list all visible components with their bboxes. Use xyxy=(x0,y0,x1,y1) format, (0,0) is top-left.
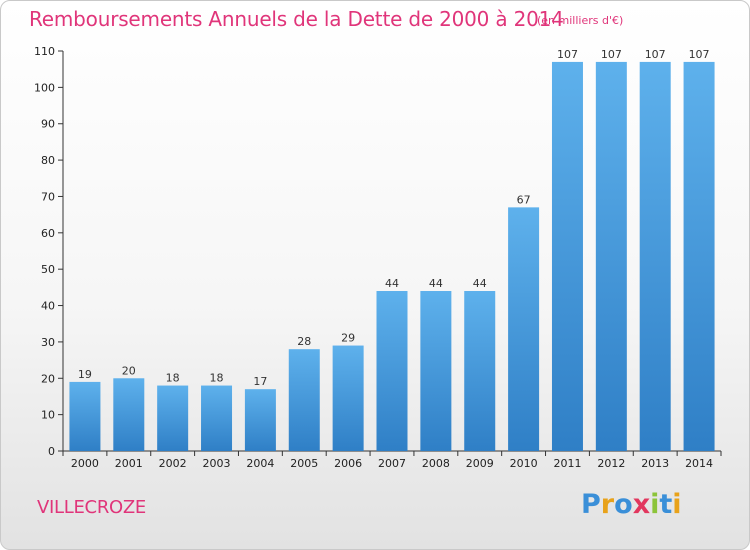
data-label-2006: 29 xyxy=(341,332,355,345)
bar-2002[interactable] xyxy=(157,385,189,451)
bar-2004[interactable] xyxy=(244,389,276,451)
data-label-2002: 18 xyxy=(166,372,180,385)
bar-2009[interactable] xyxy=(464,291,496,451)
x-tick-label: 2007 xyxy=(378,457,406,470)
bar-2007[interactable] xyxy=(376,291,408,451)
logo-letter: o xyxy=(614,489,633,520)
proxiti-logo[interactable]: Proxiti xyxy=(581,489,682,520)
logo-letter: t xyxy=(659,489,673,520)
y-tick-label: 60 xyxy=(41,227,55,240)
chart-unit-subtitle: (en milliers d'€) xyxy=(537,14,624,27)
x-tick-label: 2010 xyxy=(510,457,538,470)
data-label-2009: 44 xyxy=(473,277,487,290)
y-tick-label: 110 xyxy=(34,45,55,58)
bar-2012[interactable] xyxy=(595,61,627,452)
y-tick-label: 30 xyxy=(41,336,55,349)
logo-letter: x xyxy=(632,489,651,520)
x-axis: 2000 2001 2002 2003 2004 2005 2006 2007 2008 2009… xyxy=(62,450,722,470)
y-tick-label: 50 xyxy=(41,263,55,276)
bar-series xyxy=(69,61,715,452)
x-tick-label: 2014 xyxy=(685,457,713,470)
x-tick-label: 2013 xyxy=(641,457,669,470)
bar-2000[interactable] xyxy=(69,381,101,451)
data-label-2014: 107 xyxy=(689,48,710,61)
data-label-2011: 107 xyxy=(557,48,578,61)
y-tick-label: 40 xyxy=(41,300,55,313)
y-tick-label: 80 xyxy=(41,154,55,167)
x-tick-label: 2003 xyxy=(203,457,231,470)
city-name: VILLECROZE xyxy=(37,497,146,518)
bar-2014[interactable] xyxy=(683,61,715,452)
chart-title: Remboursements Annuels de la Dette de 20… xyxy=(29,7,564,31)
y-tick-label: 0 xyxy=(48,445,55,458)
y-tick-label: 10 xyxy=(41,409,55,422)
x-tick-label: 2006 xyxy=(334,457,362,470)
x-tick-label: 2002 xyxy=(159,457,187,470)
x-tick-label: 2001 xyxy=(115,457,143,470)
y-tick-label: 100 xyxy=(34,81,55,94)
x-tick-label: 2009 xyxy=(466,457,494,470)
logo-letter: i xyxy=(650,489,660,520)
y-tick-label: 70 xyxy=(41,190,55,203)
x-tick-label: 2004 xyxy=(246,457,274,470)
data-label-2003: 18 xyxy=(210,372,224,385)
logo-letter: i xyxy=(672,489,682,520)
bar-2010[interactable] xyxy=(508,207,540,451)
y-tick-label: 90 xyxy=(41,118,55,131)
data-label-2008: 44 xyxy=(429,277,443,290)
bar-2003[interactable] xyxy=(201,385,233,451)
logo-letter: P xyxy=(581,489,601,520)
data-label-2001: 20 xyxy=(122,364,136,377)
x-tick-label: 2005 xyxy=(290,457,318,470)
bar-2011[interactable] xyxy=(551,61,583,452)
data-label-2000: 19 xyxy=(78,368,92,381)
y-tick-label: 20 xyxy=(41,372,55,385)
bar-2001[interactable] xyxy=(113,378,145,451)
y-axis: 0 10 20 30 40 50 60 70 80 90 100 110 xyxy=(34,45,64,458)
bar-2013[interactable] xyxy=(639,61,671,452)
data-labels: 19 20 18 18 17 28 29 44 44 44 67 107 107 107 107 xyxy=(78,48,710,388)
data-label-2005: 28 xyxy=(297,335,311,348)
x-tick-label: 2012 xyxy=(597,457,625,470)
data-label-2004: 17 xyxy=(253,375,267,388)
x-tick-label: 2000 xyxy=(71,457,99,470)
bar-2008[interactable] xyxy=(420,291,452,451)
data-label-2007: 44 xyxy=(385,277,399,290)
x-tick-label: 2008 xyxy=(422,457,450,470)
data-label-2012: 107 xyxy=(601,48,622,61)
bar-2005[interactable] xyxy=(288,349,320,451)
data-label-2010: 67 xyxy=(517,193,531,206)
data-label-2013: 107 xyxy=(645,48,666,61)
logo-letter: r xyxy=(600,489,615,520)
x-tick-label: 2011 xyxy=(553,457,581,470)
bar-2006[interactable] xyxy=(332,345,364,451)
